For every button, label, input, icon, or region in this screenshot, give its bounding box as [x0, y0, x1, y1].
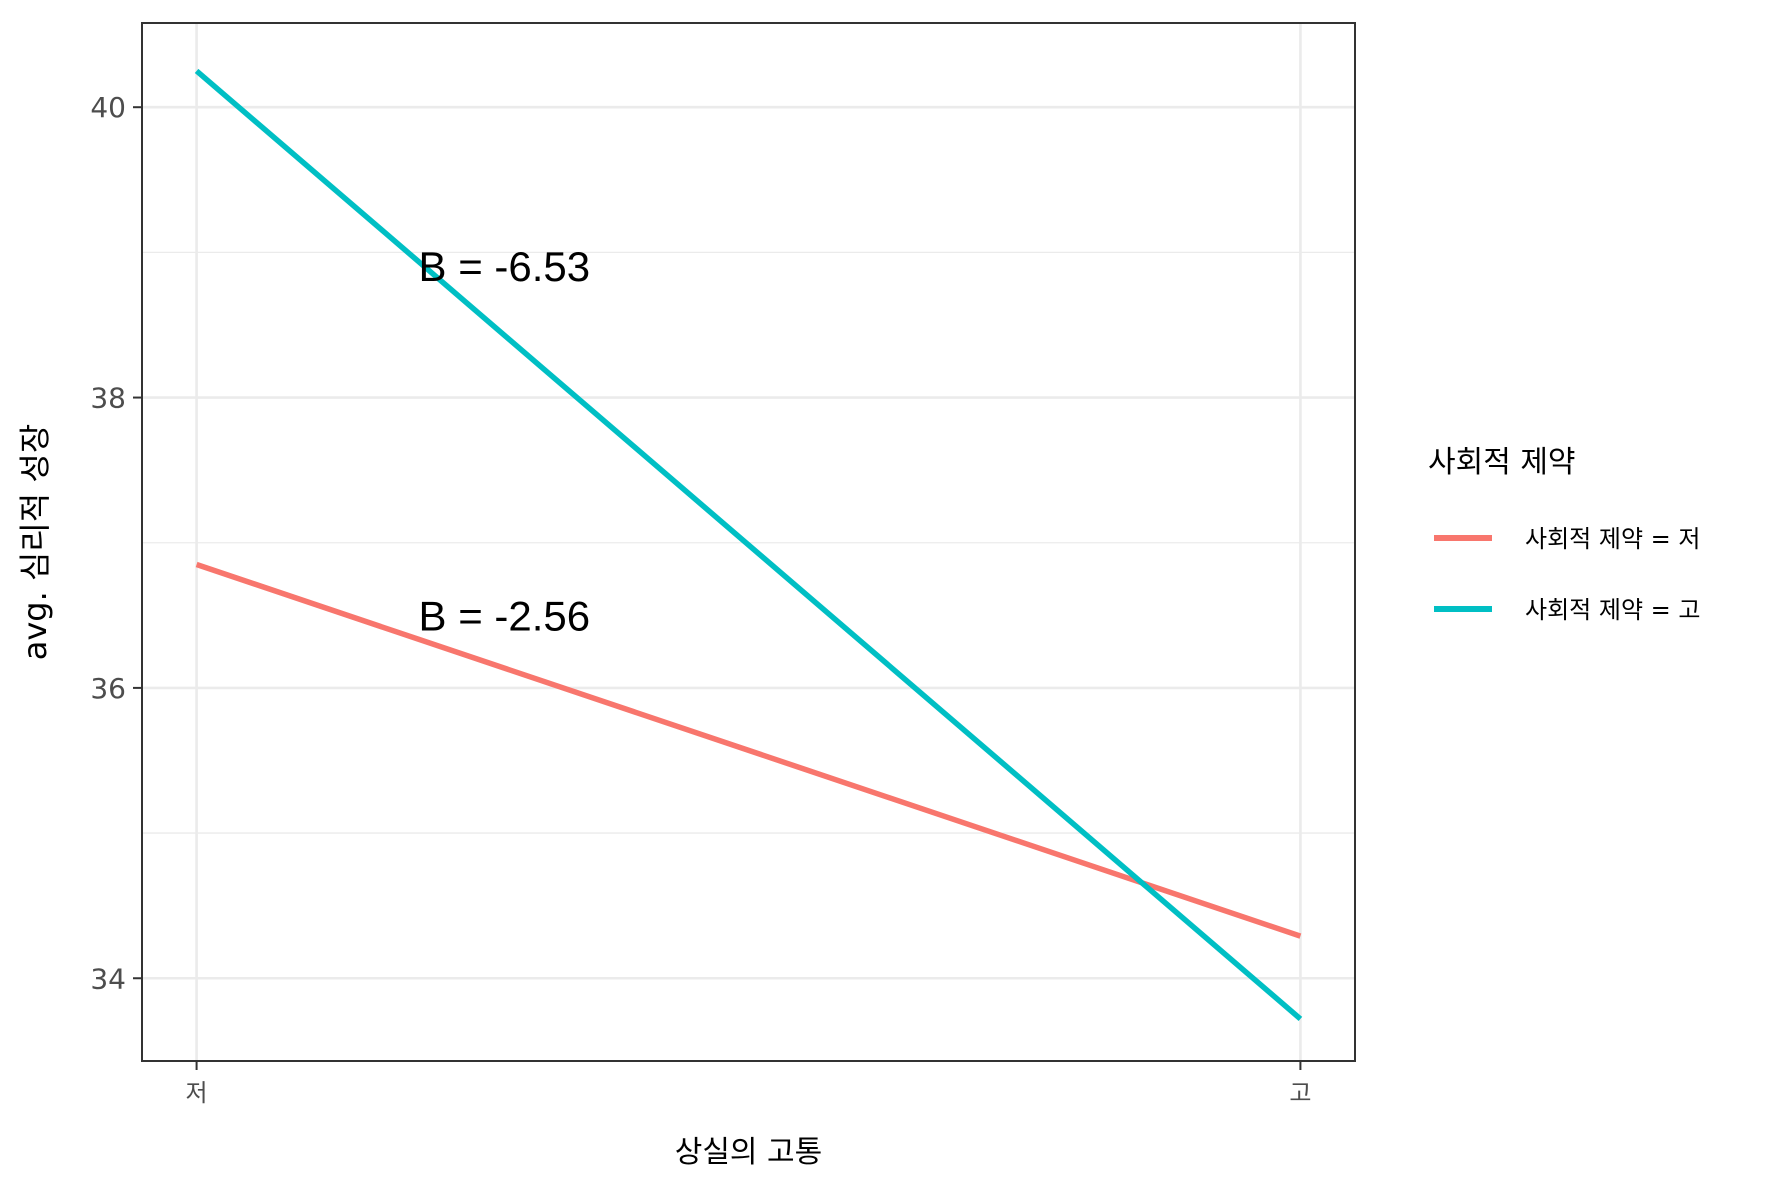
legend-label-1: 사회적 제약 = 고 — [1525, 596, 1700, 624]
legend-label-0: 사회적 제약 = 저 — [1525, 525, 1700, 553]
series-line-1 — [194, 68, 1303, 1021]
series-lines — [194, 68, 1303, 1021]
y-tick-label: 36 — [90, 672, 126, 705]
y-tick-label: 38 — [90, 382, 126, 415]
slope-annotation-1: B = -2.56 — [419, 592, 591, 639]
slope-annotation-0: B = -6.53 — [419, 243, 591, 290]
x-tick-label: 고 — [1289, 1079, 1311, 1107]
x-tick-label: 저 — [186, 1079, 208, 1107]
y-tick-label: 34 — [90, 962, 126, 995]
x-axis-title: 상실의 고통 — [675, 1135, 823, 1170]
axes: 34 36 38 40 저 고 — [90, 91, 1311, 1107]
series-line-0 — [195, 561, 1302, 939]
legend-title: 사회적 제약 — [1428, 445, 1576, 480]
annotations: B = -6.53 B = -2.56 — [419, 243, 591, 640]
plot-panel-border — [141, 22, 1356, 1062]
y-axis-title: avg. 심리적 성장 — [16, 424, 54, 661]
grid — [142, 23, 1355, 1061]
y-tick-label: 40 — [90, 91, 126, 124]
